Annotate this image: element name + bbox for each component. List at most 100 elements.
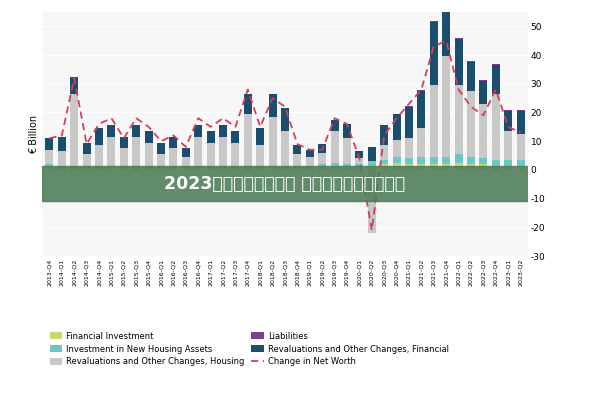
Bar [107, 125, 115, 137]
Bar [219, 137, 227, 166]
Bar [232, 168, 239, 170]
Bar [145, 166, 152, 168]
Bar [392, 163, 401, 170]
Bar [95, 146, 103, 166]
Bar [318, 164, 326, 167]
Bar [120, 166, 128, 168]
Bar [331, 166, 338, 170]
Bar [182, 168, 190, 170]
Bar [368, 170, 376, 233]
Bar [157, 154, 165, 166]
Bar [504, 111, 512, 131]
Bar [418, 128, 425, 157]
Bar [244, 166, 252, 168]
Bar [380, 125, 388, 146]
Bar [244, 114, 252, 166]
Bar [418, 91, 425, 128]
Bar [368, 161, 376, 166]
Bar [318, 153, 326, 164]
Bar [306, 150, 314, 157]
Bar [281, 131, 289, 166]
Bar [418, 157, 425, 164]
Bar [430, 22, 438, 85]
Bar [46, 138, 53, 150]
Bar [504, 110, 512, 111]
Bar [182, 166, 190, 168]
Bar [430, 21, 438, 22]
Bar [281, 166, 289, 168]
Bar [46, 150, 53, 164]
Bar [232, 143, 239, 166]
Bar [58, 151, 66, 166]
Bar [70, 94, 78, 166]
Bar [430, 157, 438, 164]
Bar [293, 154, 301, 166]
Bar [479, 164, 487, 170]
Bar [405, 138, 413, 158]
Bar [355, 164, 364, 167]
Bar [479, 80, 487, 81]
Bar [418, 90, 425, 91]
Bar [145, 168, 152, 170]
Bar [70, 168, 78, 170]
Bar [368, 166, 376, 170]
Y-axis label: € Billion: € Billion [29, 114, 39, 154]
Bar [293, 146, 301, 154]
Bar [169, 168, 178, 170]
Bar [256, 168, 264, 170]
Bar [517, 111, 524, 134]
Bar [380, 146, 388, 160]
Bar [467, 61, 475, 62]
Bar [182, 148, 190, 157]
Bar [380, 164, 388, 170]
Bar [83, 166, 91, 168]
Bar [331, 120, 338, 131]
Bar [244, 94, 252, 114]
Bar [58, 137, 66, 151]
Bar [392, 140, 401, 157]
Bar [95, 166, 103, 168]
Bar [95, 168, 103, 170]
Bar [442, 157, 450, 164]
Bar [269, 166, 277, 168]
Bar [46, 167, 53, 170]
Bar [306, 157, 314, 166]
Bar [517, 110, 524, 111]
Bar [492, 64, 500, 65]
Bar [355, 158, 364, 164]
Text: 2023十大股票配资平台 澳门火锅加盟详情攻略: 2023十大股票配资平台 澳门火锅加盟详情攻略 [164, 174, 406, 192]
Bar [157, 168, 165, 170]
Bar [157, 166, 165, 168]
Bar [219, 166, 227, 168]
Bar [343, 167, 351, 170]
Bar [219, 125, 227, 137]
Bar [281, 108, 289, 131]
Bar [182, 157, 190, 166]
Bar [46, 164, 53, 167]
Bar [355, 167, 364, 170]
Bar [405, 158, 413, 164]
Bar [293, 168, 301, 170]
Bar [306, 166, 314, 168]
Bar [517, 166, 524, 170]
Bar [145, 131, 152, 143]
Bar [58, 166, 66, 168]
Bar [206, 143, 215, 166]
Bar [467, 62, 475, 91]
Bar [405, 106, 413, 107]
Bar [343, 124, 351, 138]
Bar [479, 104, 487, 158]
Bar [120, 148, 128, 166]
Bar [70, 76, 78, 94]
Bar [58, 168, 66, 170]
Bar [256, 146, 264, 166]
Bar [380, 160, 388, 164]
Bar [517, 160, 524, 166]
Bar [169, 166, 178, 168]
Bar [132, 166, 140, 168]
Bar [318, 167, 326, 170]
Bar [318, 144, 326, 153]
Bar [492, 65, 500, 94]
Bar [467, 164, 475, 170]
Bar [42, 166, 528, 202]
